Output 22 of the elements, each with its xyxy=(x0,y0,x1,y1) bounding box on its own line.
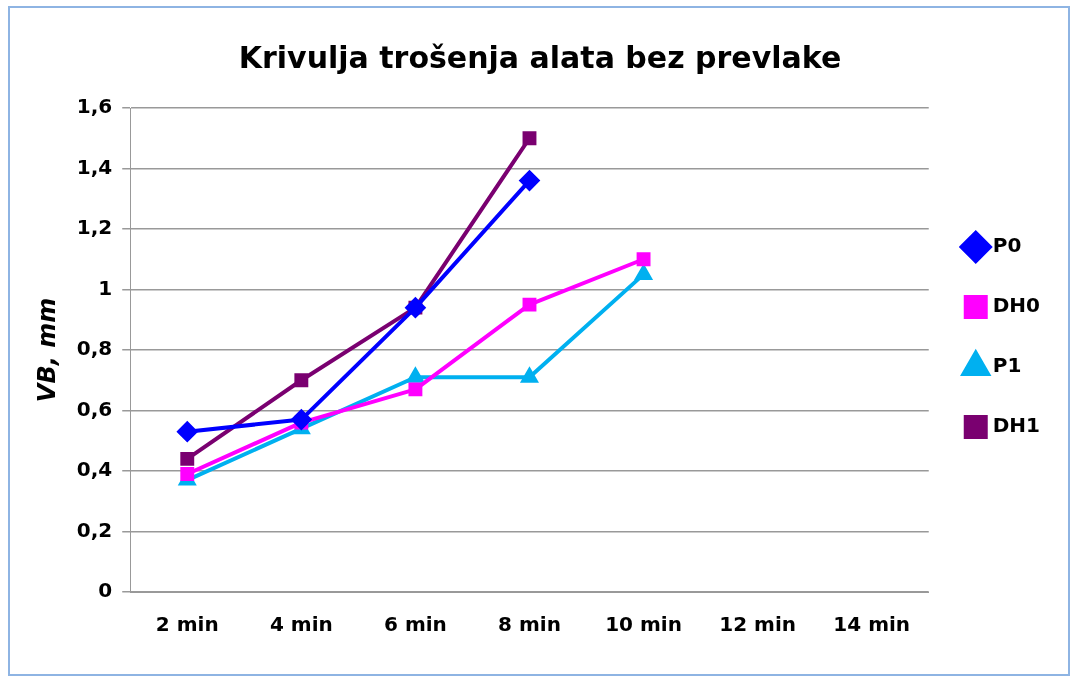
legend-label: DH1 xyxy=(992,413,1041,438)
x-tick-label: 8 min xyxy=(498,612,561,637)
y-tick-label: 0,2 xyxy=(76,517,113,542)
legend-label: P0 xyxy=(992,233,1022,258)
x-tick-label: 4 min xyxy=(269,612,333,637)
legend-label: DH0 xyxy=(992,293,1041,318)
y-tick-label: 1,6 xyxy=(76,94,113,119)
y-tick-label: 0,8 xyxy=(76,336,113,361)
x-tick-label: 12 min xyxy=(719,612,796,637)
legend-label: P1 xyxy=(992,353,1022,378)
y-tick-label: 0,6 xyxy=(76,396,113,421)
y-tick-label: 0 xyxy=(98,578,113,603)
y-axis-title: VB, mm xyxy=(32,297,61,403)
chart-title: Krivulja trošenja alata bez prevlake xyxy=(238,39,842,75)
y-tick-label: 1,4 xyxy=(76,154,113,179)
y-tick-label: 0,4 xyxy=(76,457,113,482)
y-tick-label: 1,2 xyxy=(76,215,113,240)
y-tick-label: 1 xyxy=(98,275,113,300)
x-tick-label: 14 min xyxy=(833,612,911,637)
x-tick-label: 10 min xyxy=(605,612,682,637)
x-tick-label: 2 min xyxy=(155,612,219,637)
x-tick-label: 6 min xyxy=(384,612,447,637)
